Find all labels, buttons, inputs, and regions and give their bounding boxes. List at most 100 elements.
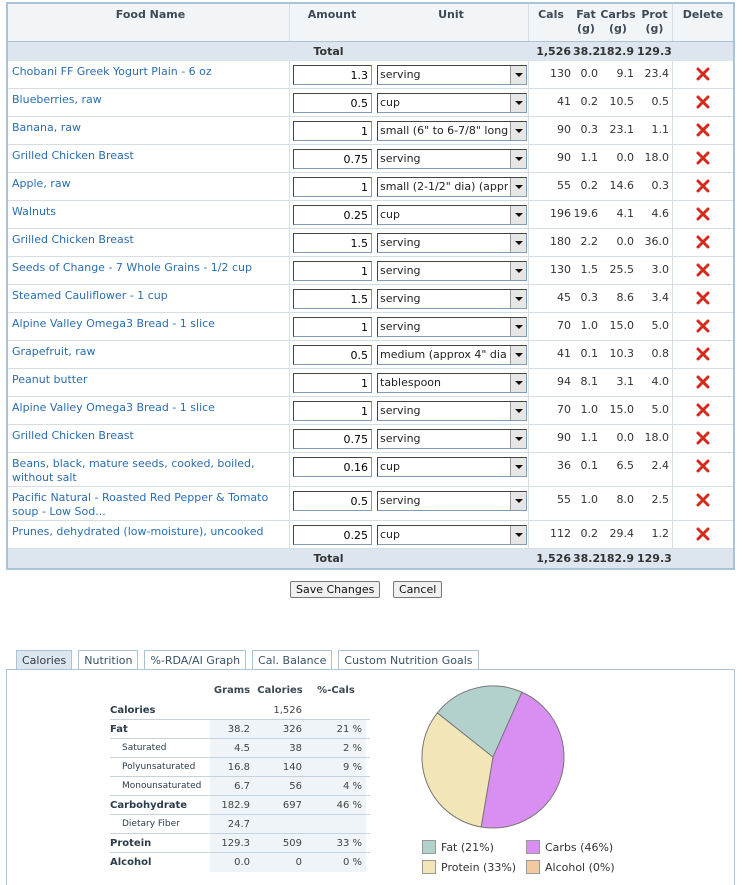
cals-cell: 70	[557, 319, 571, 332]
amount-input[interactable]	[293, 65, 372, 85]
unit-select[interactable]: serving	[377, 289, 527, 309]
unit-select[interactable]: serving	[377, 429, 527, 449]
amount-cell	[290, 521, 374, 548]
amount-input[interactable]	[293, 491, 372, 511]
delete-x-icon[interactable]	[695, 290, 711, 306]
chevron-down-icon[interactable]	[510, 122, 526, 140]
delete-x-icon[interactable]	[695, 492, 711, 508]
delete-x-icon[interactable]	[695, 430, 711, 446]
amount-input[interactable]	[293, 373, 372, 393]
chevron-down-icon[interactable]	[510, 458, 526, 476]
food-name-link[interactable]: Grilled Chicken Breast	[12, 149, 134, 162]
delete-x-icon[interactable]	[695, 318, 711, 334]
unit-selected-value: cup	[380, 208, 401, 221]
food-name-link[interactable]: Blueberries, raw	[12, 93, 102, 106]
delete-x-icon[interactable]	[695, 262, 711, 278]
unit-select[interactable]: serving	[377, 149, 527, 169]
unit-select[interactable]: small (2-1/2" dia) (appr	[377, 177, 527, 197]
food-name-link[interactable]: Beans, black, mature seeds, cooked, boil…	[12, 457, 255, 484]
food-name-link[interactable]: Seeds of Change - 7 Whole Grains - 1/2 c…	[12, 261, 253, 274]
unit-select[interactable]: serving	[377, 261, 527, 281]
unit-select[interactable]: cup	[377, 93, 527, 113]
food-name-link[interactable]: Grapefruit, raw	[12, 345, 96, 358]
delete-cell	[673, 453, 733, 486]
chevron-down-icon[interactable]	[510, 430, 526, 448]
amount-input[interactable]	[293, 261, 372, 281]
amount-input[interactable]	[293, 205, 372, 225]
amount-input[interactable]	[293, 429, 372, 449]
food-name-link[interactable]: Prunes, dehydrated (low-moisture), uncoo…	[12, 525, 264, 538]
amount-input[interactable]	[293, 401, 372, 421]
unit-select[interactable]: serving	[377, 65, 527, 85]
amount-input[interactable]	[293, 525, 372, 545]
chevron-down-icon[interactable]	[510, 150, 526, 168]
save-changes-button[interactable]: Save Changes	[290, 581, 381, 598]
amount-input[interactable]	[293, 233, 372, 253]
chevron-down-icon[interactable]	[510, 346, 526, 364]
chevron-down-icon[interactable]	[510, 262, 526, 280]
chevron-down-icon[interactable]	[510, 94, 526, 112]
amount-input[interactable]	[293, 149, 372, 169]
delete-cell	[673, 313, 733, 340]
food-name-link[interactable]: Apple, raw	[12, 177, 71, 190]
unit-select[interactable]: medium (approx 4" dia	[377, 345, 527, 365]
delete-x-icon[interactable]	[695, 178, 711, 194]
amount-input[interactable]	[293, 177, 372, 197]
tab-cal-balance[interactable]: Cal. Balance	[252, 650, 333, 670]
delete-cell	[673, 89, 733, 116]
tab-nutrition[interactable]: Nutrition	[78, 650, 139, 670]
delete-x-icon[interactable]	[695, 374, 711, 390]
delete-x-icon[interactable]	[695, 94, 711, 110]
chevron-down-icon[interactable]	[510, 402, 526, 420]
amount-input[interactable]	[293, 345, 372, 365]
chevron-down-icon[interactable]	[510, 66, 526, 84]
unit-select[interactable]: cup	[377, 525, 527, 545]
chevron-down-icon[interactable]	[510, 526, 526, 544]
food-name-link[interactable]: Walnuts	[12, 205, 56, 218]
food-name-link[interactable]: Peanut butter	[12, 373, 88, 386]
unit-select[interactable]: cup	[377, 457, 527, 477]
unit-select[interactable]: serving	[377, 401, 527, 421]
amount-input[interactable]	[293, 289, 372, 309]
amount-input[interactable]	[293, 121, 372, 141]
delete-x-icon[interactable]	[695, 346, 711, 362]
chevron-down-icon[interactable]	[510, 492, 526, 510]
tab-custom-goals[interactable]: Custom Nutrition Goals	[338, 650, 479, 670]
unit-select[interactable]: tablespoon	[377, 373, 527, 393]
unit-select[interactable]: serving	[377, 317, 527, 337]
food-name-link[interactable]: Chobani FF Greek Yogurt Plain - 6 oz	[12, 65, 212, 78]
unit-selected-value: serving	[380, 264, 421, 277]
delete-x-icon[interactable]	[695, 458, 711, 474]
food-name-cell: Peanut butter	[8, 369, 290, 396]
chevron-down-icon[interactable]	[510, 318, 526, 336]
unit-select[interactable]: small (6" to 6-7/8" long	[377, 121, 527, 141]
unit-select[interactable]: cup	[377, 205, 527, 225]
tab-calories[interactable]: Calories	[16, 650, 73, 670]
food-name-link[interactable]: Alpine Valley Omega3 Bread - 1 slice	[12, 317, 215, 330]
food-name-link[interactable]: Grilled Chicken Breast	[12, 429, 134, 442]
amount-input[interactable]	[293, 93, 372, 113]
tab-rda-graph[interactable]: %-RDA/AI Graph	[144, 650, 247, 670]
delete-x-icon[interactable]	[695, 206, 711, 222]
amount-input[interactable]	[293, 317, 372, 337]
chevron-down-icon[interactable]	[510, 178, 526, 196]
food-name-link[interactable]: Steamed Cauliflower - 1 cup	[12, 289, 168, 302]
chevron-down-icon[interactable]	[510, 206, 526, 224]
delete-x-icon[interactable]	[695, 66, 711, 82]
delete-x-icon[interactable]	[695, 150, 711, 166]
amount-input[interactable]	[293, 457, 372, 477]
food-name-link[interactable]: Grilled Chicken Breast	[12, 233, 134, 246]
unit-select[interactable]: serving	[377, 233, 527, 253]
delete-x-icon[interactable]	[695, 402, 711, 418]
food-name-link[interactable]: Pacific Natural - Roasted Red Pepper & T…	[12, 491, 269, 518]
cancel-button[interactable]: Cancel	[393, 581, 443, 598]
unit-select[interactable]: serving	[377, 491, 527, 511]
delete-x-icon[interactable]	[695, 234, 711, 250]
delete-x-icon[interactable]	[695, 122, 711, 138]
chevron-down-icon[interactable]	[510, 234, 526, 252]
food-name-link[interactable]: Alpine Valley Omega3 Bread - 1 slice	[12, 401, 215, 414]
chevron-down-icon[interactable]	[510, 374, 526, 392]
delete-x-icon[interactable]	[695, 526, 711, 542]
chevron-down-icon[interactable]	[510, 290, 526, 308]
food-name-link[interactable]: Banana, raw	[12, 121, 81, 134]
